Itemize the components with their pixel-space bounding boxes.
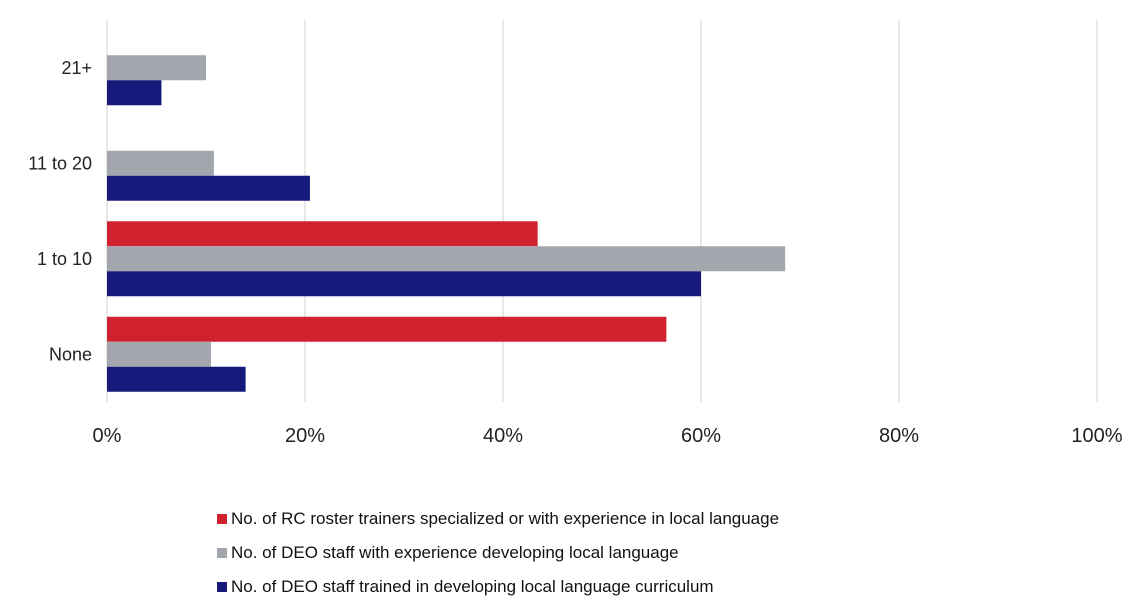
bar-11-to-20-series-1 — [107, 150, 214, 176]
x-tick-label: 40% — [483, 425, 523, 447]
bar-1-to-10-series-0 — [107, 221, 538, 247]
legend-item-deo-experience: No. of DEO staff with experience develop… — [217, 534, 779, 572]
legend-swatch-red — [217, 514, 227, 524]
legend-label: No. of RC roster trainers specialized or… — [231, 509, 780, 528]
x-tick-label: 60% — [681, 425, 721, 447]
legend-swatch-gray — [217, 548, 227, 558]
bar-1-to-10-series-2 — [107, 271, 701, 297]
bar-none-series-2 — [107, 366, 246, 392]
legend-label: No. of DEO staff trained in developing l… — [231, 577, 714, 596]
x-tick-label: 80% — [879, 425, 919, 447]
x-tick-label: 0% — [93, 425, 122, 447]
x-tick-label: 20% — [285, 425, 325, 447]
legend: No. of RC roster trainers specialized or… — [217, 500, 779, 606]
y-axis-category-labels: 21+ 11 to 20 1 to 10 None — [28, 58, 92, 365]
gridlines — [106, 20, 1098, 402]
bar-none-series-1 — [107, 341, 211, 367]
category-label: 11 to 20 — [28, 153, 92, 173]
legend-item-deo-trained: No. of DEO staff trained in developing l… — [217, 568, 779, 606]
category-label: 21+ — [61, 58, 92, 78]
legend-swatch-navy — [217, 582, 227, 592]
bars — [107, 55, 786, 392]
bar-11-to-20-series-2 — [107, 175, 310, 201]
bar-21--series-1 — [107, 55, 206, 81]
bar-none-series-0 — [107, 316, 667, 342]
x-tick-label: 100% — [1071, 425, 1122, 447]
bar-21--series-2 — [107, 80, 162, 106]
category-label: 1 to 10 — [37, 249, 92, 269]
legend-item-rc-trainers: No. of RC roster trainers specialized or… — [217, 500, 779, 538]
category-label: None — [49, 344, 92, 364]
x-axis-ticks: 0% 20% 40% 60% 80% 100% — [93, 425, 1123, 447]
legend-label: No. of DEO staff with experience develop… — [231, 543, 679, 562]
bar-1-to-10-series-1 — [107, 246, 786, 272]
